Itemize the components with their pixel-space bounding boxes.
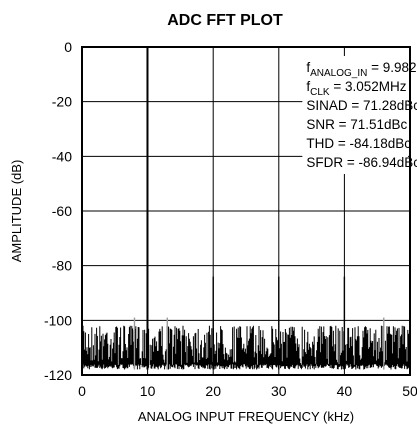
annotation-subscript: ANALOG_IN xyxy=(310,68,367,79)
annotation-main: SFDR = -86.94dBc xyxy=(306,155,417,170)
annotation-line: SNR = 71.51dBc xyxy=(306,117,407,132)
tick-layer: 0 -20 -40 -60 -80 -100 -120 0 10 20 30 40 50 xyxy=(44,39,417,399)
y-tick-label: -80 xyxy=(52,258,72,274)
annotation-main: THD = -84.18dBc xyxy=(306,136,411,151)
annotation-main: SNR = 71.51dBc xyxy=(306,117,407,132)
noise-floor xyxy=(82,325,410,370)
y-tick-label: -20 xyxy=(52,94,72,110)
x-tick-label: 0 xyxy=(78,383,86,399)
x-tick-label: 10 xyxy=(140,383,156,399)
annotation-value: = 3.052MHz xyxy=(330,79,407,94)
annotation-main: f xyxy=(306,60,310,75)
y-tick-label: -100 xyxy=(44,312,72,328)
x-tick-label: 40 xyxy=(337,383,353,399)
annotation-line: fANALOG_IN = 9.982kHz xyxy=(306,60,417,79)
x-tick-label: 20 xyxy=(205,383,221,399)
annotation-value: = 9.982kHz xyxy=(367,60,417,75)
plot-frame xyxy=(81,46,411,376)
x-tick-label: 30 xyxy=(271,383,287,399)
annotation-line: fCLK = 3.052MHz xyxy=(306,79,406,98)
y-tick-label: -120 xyxy=(44,367,72,383)
x-tick-label: 50 xyxy=(402,383,417,399)
annotation-line: THD = -84.18dBc xyxy=(306,136,411,151)
spur-layer xyxy=(133,47,385,370)
annotation-subscript: CLK xyxy=(310,87,330,98)
annotation-main: f xyxy=(306,79,310,94)
y-tick-label: -60 xyxy=(52,203,72,219)
annotation-layer: fANALOG_IN = 9.982kHzfCLK = 3.052MHzSINA… xyxy=(306,60,417,170)
chart-title: ADC FFT PLOT xyxy=(167,12,283,29)
noise-floor-path xyxy=(82,325,410,370)
annotation-main: SINAD = 71.28dBc xyxy=(306,98,417,113)
y-tick-label: 0 xyxy=(64,39,72,55)
annotation-box xyxy=(302,56,408,174)
x-axis-label: ANALOG INPUT FREQUENCY (kHz) xyxy=(138,409,354,424)
annotation-line: SFDR = -86.94dBc xyxy=(306,155,417,170)
annotation-line: SINAD = 71.28dBc xyxy=(306,98,417,113)
y-axis-label: AMPLITUDE (dB) xyxy=(9,160,24,263)
y-tick-label: -40 xyxy=(52,148,72,164)
